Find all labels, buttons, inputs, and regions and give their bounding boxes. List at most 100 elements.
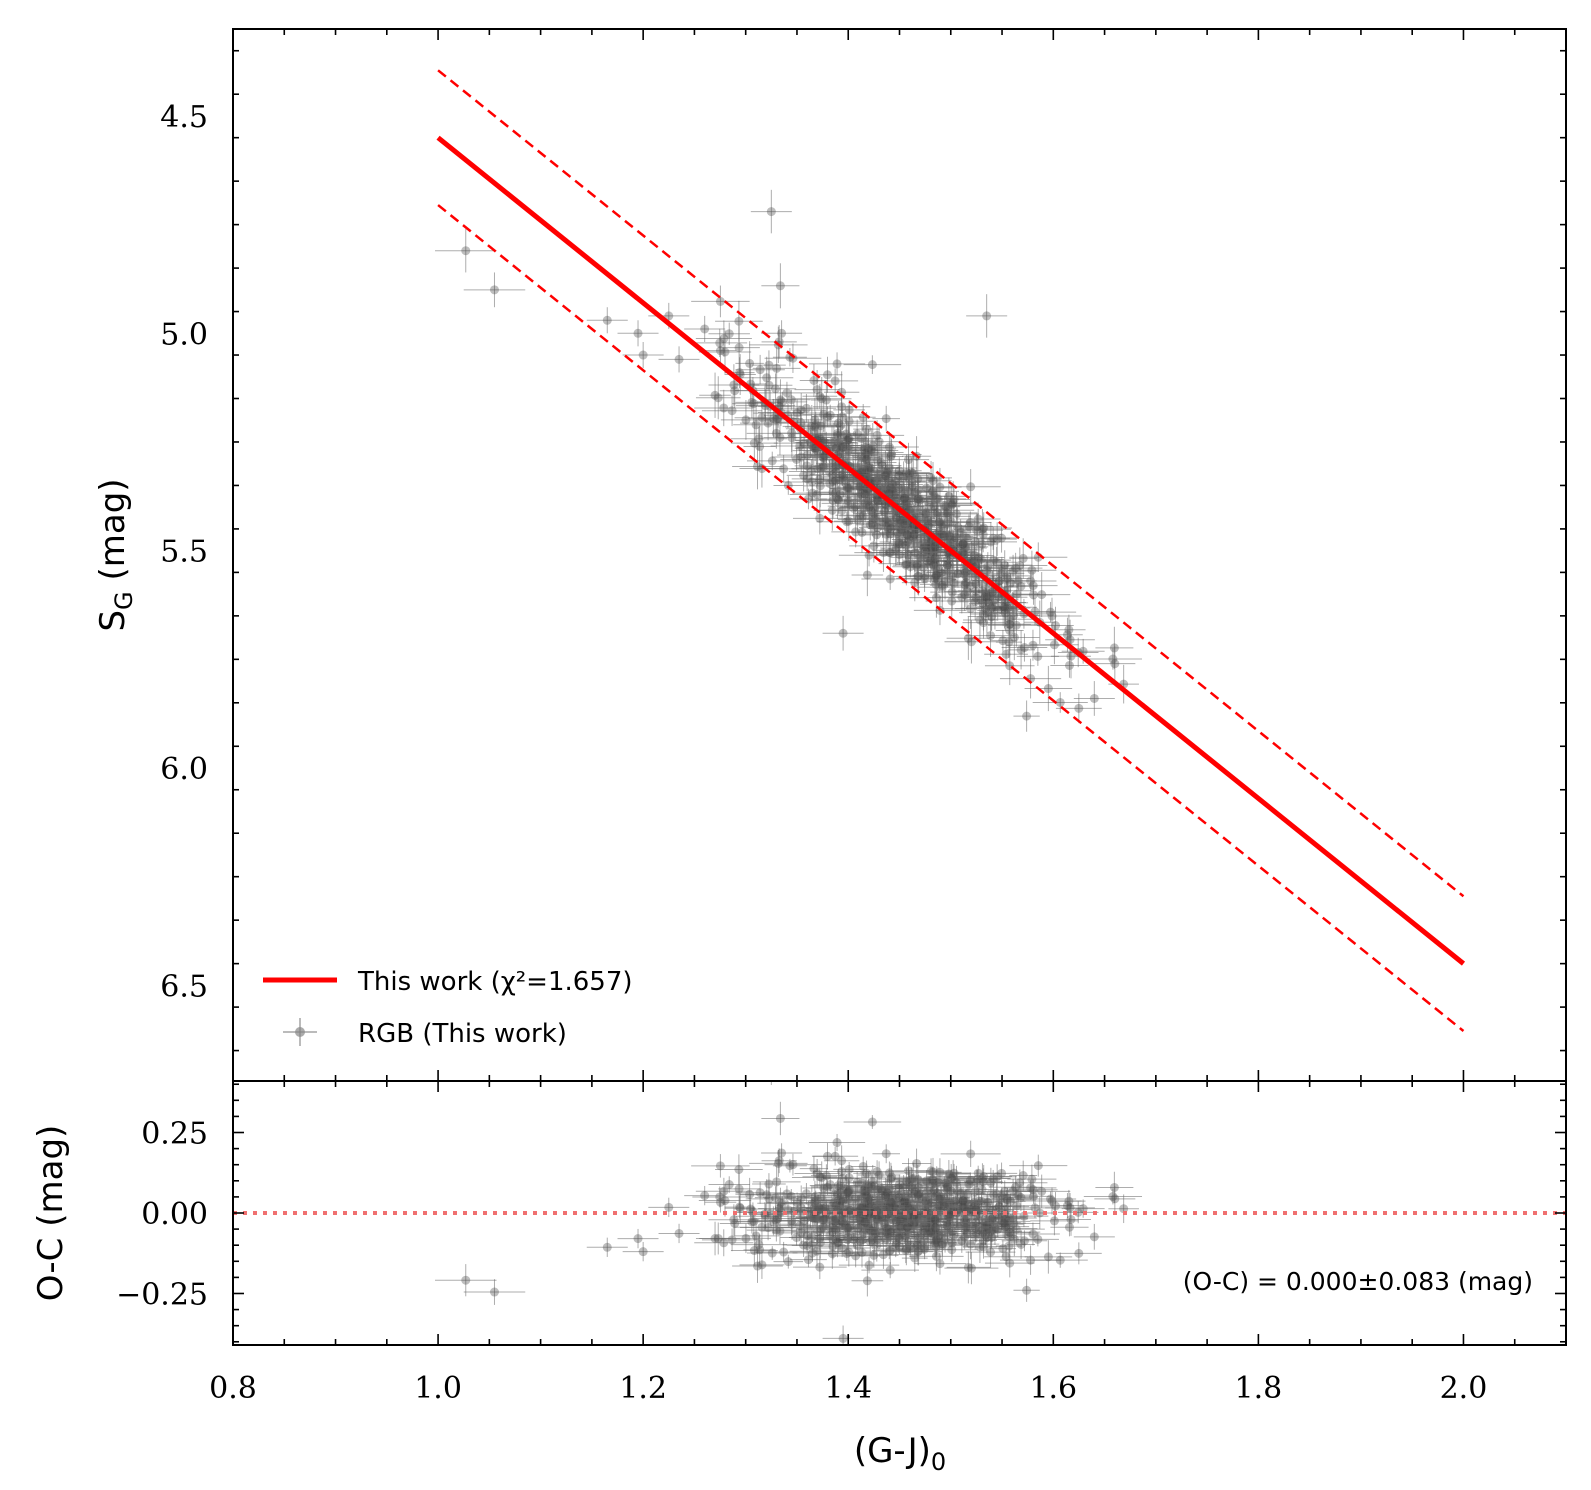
residual-point xyxy=(831,1244,881,1268)
legend-points-swatch xyxy=(283,1018,317,1046)
residual-frame xyxy=(232,1080,1567,1346)
residual-point xyxy=(915,1228,955,1258)
x-tick-label: 1.2 xyxy=(619,1371,667,1406)
data-point xyxy=(658,346,700,373)
data-point xyxy=(912,565,960,586)
data-point xyxy=(771,442,831,473)
residual-annotation: (O-C) = 0.000±0.083 (mag) xyxy=(1183,1267,1533,1296)
residual-point xyxy=(1094,1185,1136,1212)
main-ylabel: SG (mag) xyxy=(93,478,138,631)
residual-point xyxy=(811,1179,844,1195)
residual-point xyxy=(980,1208,1026,1238)
residual-point xyxy=(775,1185,827,1211)
residual-point xyxy=(988,1175,1043,1199)
residual-point xyxy=(853,1160,880,1186)
y-tick-label: 6.0 xyxy=(160,752,208,787)
residual-point xyxy=(1007,1229,1035,1260)
residual-point xyxy=(790,1252,827,1268)
data-point xyxy=(761,263,800,309)
data-point xyxy=(1008,571,1058,600)
residual-point xyxy=(862,1182,902,1200)
residual-point xyxy=(872,1144,900,1164)
data-point xyxy=(861,439,922,470)
residual-point xyxy=(949,1172,992,1189)
main-ylabel-sub: G xyxy=(110,591,138,610)
data-point xyxy=(802,383,838,409)
residual-point xyxy=(942,1187,985,1214)
residual-point xyxy=(1045,1192,1095,1223)
data-point xyxy=(1024,665,1073,712)
residual-point xyxy=(734,1194,767,1225)
data-point xyxy=(878,461,930,494)
data-point xyxy=(695,376,741,420)
data-point xyxy=(858,516,897,539)
data-point xyxy=(435,228,497,273)
residual-point xyxy=(1050,1218,1089,1237)
residual-point xyxy=(823,1145,860,1177)
residual-point xyxy=(720,1223,772,1254)
residual-point xyxy=(586,1237,628,1257)
residual-point xyxy=(843,1115,902,1129)
residual-point xyxy=(802,1167,838,1187)
residual-point xyxy=(1013,1278,1040,1302)
residual-point xyxy=(822,1325,864,1345)
residual-point xyxy=(944,1175,993,1194)
data-point xyxy=(795,419,855,466)
data-point xyxy=(740,405,797,441)
y-tick-label: 5.0 xyxy=(160,317,208,352)
residual-point xyxy=(893,1197,926,1219)
residual-point xyxy=(810,1164,842,1187)
residual-point xyxy=(877,1194,904,1211)
residual-point xyxy=(977,1209,1021,1229)
residual-point xyxy=(946,1251,991,1284)
residual-point xyxy=(809,1169,868,1203)
data-point xyxy=(1013,700,1040,732)
x-tick-label: 2.0 xyxy=(1440,1371,1488,1406)
residual-ticks: 0.8 1.0 1.2 1.4 1.6 1.8 2.0 0.25 0.00 −0.25 xyxy=(116,1081,1567,1406)
residual-point xyxy=(804,1226,835,1251)
x-tick-label: 0.8 xyxy=(209,1371,257,1406)
data-point xyxy=(684,315,726,342)
residual-point xyxy=(730,1234,778,1267)
data-point xyxy=(976,547,1017,578)
residual-point xyxy=(754,1241,813,1263)
x-axis-label-sub: 0 xyxy=(931,1448,946,1476)
residual-point xyxy=(903,1236,934,1266)
residual-point xyxy=(764,1153,822,1176)
data-point xyxy=(782,464,842,500)
main-ylabel-rest: (mag) xyxy=(93,478,133,591)
data-point xyxy=(829,465,870,511)
upper-bound-line xyxy=(437,69,1465,898)
data-point xyxy=(989,614,1040,661)
y-tick-label: 5.5 xyxy=(160,535,208,570)
residual-point xyxy=(761,1101,800,1136)
residual-point xyxy=(966,1002,1007,1034)
residual-point xyxy=(692,1186,748,1208)
residual-point xyxy=(740,1214,797,1241)
data-point xyxy=(855,509,885,541)
residual-point xyxy=(868,1212,925,1231)
data-point xyxy=(976,550,1033,581)
residual-point xyxy=(1024,1240,1073,1274)
residual-point xyxy=(1050,1203,1091,1236)
data-point xyxy=(1032,692,1088,713)
residual-point xyxy=(955,1164,1013,1189)
residual-point xyxy=(913,1252,967,1275)
residual-point xyxy=(912,1232,960,1248)
data-point xyxy=(835,437,896,470)
data-point xyxy=(827,490,883,523)
data-point xyxy=(617,320,659,347)
residual-point xyxy=(758,1201,801,1216)
data-point xyxy=(1094,646,1136,682)
main-ylabel-main: S xyxy=(93,610,133,632)
residual-point xyxy=(851,1265,884,1297)
residual-point xyxy=(967,1226,1016,1248)
x-tick-label: 1.6 xyxy=(1029,1371,1077,1406)
residual-point xyxy=(684,1185,726,1206)
residual-point xyxy=(622,1241,664,1262)
residual-point xyxy=(719,1210,750,1236)
residual-point xyxy=(870,1231,929,1246)
x-axis-label: (G-J)0 xyxy=(854,1431,946,1476)
data-point xyxy=(1013,572,1071,618)
fit-line xyxy=(436,135,1466,966)
